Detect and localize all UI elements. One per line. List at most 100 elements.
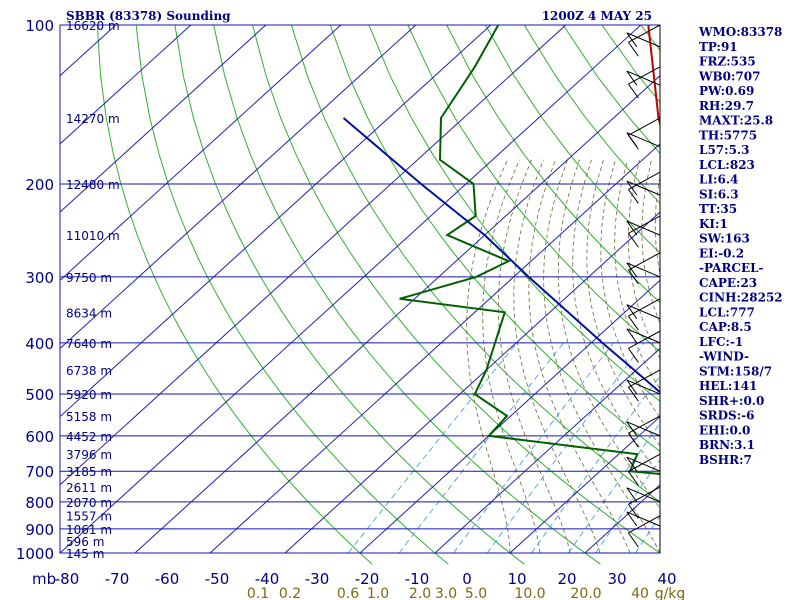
wind-barb — [626, 456, 661, 472]
pressure-tick-label: 500 — [25, 386, 54, 404]
wind-barb — [626, 70, 661, 86]
index-value: TT:35 — [699, 202, 737, 216]
index-value: EHI:0.0 — [699, 423, 750, 437]
wind-barb — [626, 132, 661, 148]
wind-barb-flag — [628, 83, 639, 99]
index-value: PW:0.69 — [699, 84, 754, 98]
mixing-ratio-label: 5.0 — [465, 586, 487, 600]
moist-adiabat — [497, 159, 571, 554]
pressure-unit-label: mb — [32, 570, 56, 588]
wind-barb-flag — [626, 180, 638, 196]
dry-adiabat — [96, 25, 373, 565]
temperature-tick-label: 0 — [462, 570, 472, 588]
height-label: 11010 m — [66, 229, 120, 243]
mixing-ratio-label: 40 — [631, 586, 649, 600]
isotherm — [60, 25, 342, 281]
wind-barb — [626, 220, 661, 236]
height-label: 12480 m — [66, 178, 120, 192]
wind-barb-flag — [626, 379, 638, 395]
height-label: 145 m — [66, 547, 104, 561]
mixing-ratio-label: 20.0 — [570, 586, 601, 600]
wind-barb-flag — [626, 328, 638, 344]
index-value: -WIND- — [699, 350, 749, 364]
dry-adiabat — [290, 25, 660, 503]
isotherm — [359, 279, 660, 554]
wind-barb — [628, 298, 661, 317]
wind-barb — [628, 117, 661, 136]
wind-barb-flag — [628, 532, 639, 548]
wind-barb — [628, 252, 661, 271]
index-value: SHR+:0.0 — [699, 394, 764, 408]
index-value: -PARCEL- — [699, 261, 764, 275]
index-value: FRZ:535 — [699, 55, 756, 69]
wind-barb-flag — [628, 348, 639, 363]
isobar-lines — [59, 24, 661, 554]
height-label: 1061 m — [66, 523, 112, 537]
wind-barb-flag — [628, 471, 639, 486]
pressure-tick-label: 700 — [25, 463, 54, 481]
pressure-tick-label: 800 — [25, 494, 54, 512]
wind-barb — [628, 369, 661, 388]
pressure-tick-label: 300 — [25, 269, 54, 287]
temperature-tick-label: -40 — [255, 570, 280, 588]
isotherm — [60, 25, 642, 554]
mixing-ratio-label: 10.0 — [514, 586, 545, 600]
mixing-ratio-label: g/kg — [655, 586, 686, 600]
height-label: 2611 m — [66, 481, 112, 495]
height-label: 596 m — [66, 535, 104, 549]
mixing-ratio-label: 0.6 — [337, 586, 359, 600]
index-value: TP:91 — [699, 40, 738, 54]
pressure-tick-label: 200 — [25, 176, 54, 194]
pressure-tick-label: 100 — [25, 17, 54, 35]
mixing-ratio-label: 0.1 — [247, 586, 269, 600]
wind-barb — [626, 511, 661, 527]
isotherm — [134, 75, 660, 554]
index-value: WMO:83378 — [698, 25, 782, 39]
wind-barb — [626, 487, 661, 503]
series-dewpoint — [399, 25, 660, 475]
moist-adiabat — [641, 159, 660, 325]
wind-barb — [626, 32, 661, 48]
dry-adiabat — [407, 25, 660, 353]
index-value: TH:5775 — [699, 128, 757, 142]
temperature-tick-label: -30 — [305, 570, 330, 588]
temperature-tick-label: 40 — [657, 570, 676, 588]
wind-barb-flag — [626, 487, 638, 503]
wind-barb — [628, 171, 661, 190]
wind-barbs — [626, 24, 661, 553]
dry-adiabat — [368, 25, 660, 402]
height-label: 8634 m — [66, 306, 112, 320]
wind-barb — [628, 453, 661, 472]
height-label: 16620 m — [66, 19, 120, 33]
temperature-tick-label: -60 — [155, 570, 180, 588]
wind-barb — [626, 328, 661, 344]
index-value: CAP:8.5 — [699, 320, 752, 334]
height-label: 3185 m — [66, 465, 112, 479]
wind-barb-flag — [628, 432, 639, 448]
index-value: HEL:141 — [699, 379, 757, 393]
wind-barb-flag — [628, 315, 639, 331]
wind-barb — [626, 304, 661, 320]
pressure-tick-label: 400 — [25, 335, 54, 353]
isotherm-lines — [60, 25, 660, 554]
height-label: 2070 m — [66, 496, 112, 510]
height-label: 4452 m — [66, 430, 112, 444]
wind-barb — [628, 415, 661, 434]
wind-barb-flag — [628, 386, 639, 402]
wind-barb — [626, 180, 661, 196]
moist-adiabat — [466, 159, 511, 554]
wind-barb — [626, 421, 661, 437]
pressure-tick-label: 900 — [25, 521, 54, 539]
isotherm — [60, 25, 192, 145]
mixing-ratio-label: 3.0 — [435, 586, 457, 600]
wind-barb-flag — [626, 220, 638, 236]
series-parcel — [342, 117, 660, 394]
wind-barb — [626, 262, 661, 278]
height-label: 5920 m — [66, 388, 112, 402]
index-value: STM:158/7 — [699, 364, 772, 378]
chart-title: SBBR (83378) Sounding — [66, 9, 231, 23]
pressure-tick-label: 600 — [25, 428, 54, 446]
wind-barb — [628, 24, 661, 43]
dry-adiabat — [329, 25, 660, 452]
